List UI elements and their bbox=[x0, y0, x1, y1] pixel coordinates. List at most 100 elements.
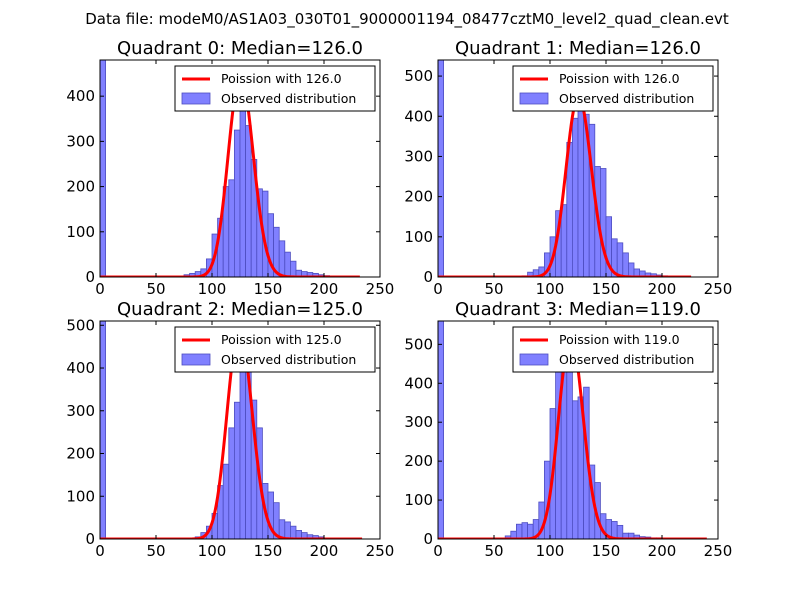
figure-suptitle: Data file: modeM0/AS1A03_030T01_90000011… bbox=[85, 10, 729, 29]
histogram-bar bbox=[284, 251, 291, 277]
histogram-bar bbox=[622, 252, 629, 277]
y-tick-label: 200 bbox=[66, 178, 95, 196]
legend-patch-swatch bbox=[181, 353, 211, 366]
histogram-bar bbox=[233, 401, 241, 539]
x-tick-label: 0 bbox=[433, 280, 443, 298]
y-tick-label: 200 bbox=[404, 452, 433, 470]
legend-label-observed: Observed distribution bbox=[559, 91, 694, 106]
axes-frame bbox=[99, 59, 381, 278]
histogram-bar bbox=[222, 463, 230, 539]
histogram-bar bbox=[100, 60, 106, 277]
legend-label-poisson: Poission with 125.0 bbox=[221, 332, 342, 347]
y-tick-label: 400 bbox=[66, 87, 95, 105]
y-tick-label: 0 bbox=[423, 268, 433, 286]
histogram-bar bbox=[560, 204, 568, 277]
y-tick-label: 200 bbox=[66, 445, 95, 463]
histogram-bar bbox=[600, 168, 607, 277]
y-tick-label: 500 bbox=[66, 316, 95, 334]
y-tick-label: 500 bbox=[404, 67, 433, 85]
x-tick-label: 200 bbox=[310, 280, 339, 298]
histogram-bar bbox=[289, 525, 297, 539]
x-tick-label: 250 bbox=[366, 280, 395, 298]
y-tick-label: 200 bbox=[404, 188, 433, 206]
histogram-bar bbox=[278, 240, 286, 277]
subplot-quadrant-2: 0 50 100 150 200 250 0 100 200 300 400 500 Quadrant … bbox=[66, 299, 394, 560]
subplot-quadrant-0: 0 50 100 150 200 250 0 100 200 300 400 Quadrant 0: … bbox=[66, 38, 394, 298]
x-tick-label: 100 bbox=[198, 280, 227, 298]
histogram-bar bbox=[233, 129, 241, 277]
subplot-title: Quadrant 0: Median=126.0 bbox=[117, 38, 363, 59]
histogram-bar bbox=[628, 262, 635, 277]
subplot-quadrant-3: 0 50 100 150 200 250 0 100 200 300 400 500 Quadrant … bbox=[404, 299, 732, 560]
y-tick-label: 300 bbox=[404, 413, 433, 431]
legend-label-observed: Observed distribution bbox=[221, 91, 356, 106]
histogram-bar bbox=[516, 523, 523, 539]
subplot-quadrant-1: 0 50 100 150 200 250 0 100 200 300 400 500 Quadrant … bbox=[404, 38, 732, 298]
x-tick-label: 200 bbox=[648, 280, 677, 298]
y-tick-label: 100 bbox=[66, 223, 95, 241]
histogram-bar bbox=[616, 242, 624, 277]
x-tick-label: 50 bbox=[484, 280, 503, 298]
subplot-title: Quadrant 3: Median=119.0 bbox=[455, 299, 701, 320]
subplot-title: Quadrant 1: Median=126.0 bbox=[455, 38, 701, 59]
y-tick-label: 300 bbox=[66, 402, 95, 420]
histogram-bar bbox=[611, 521, 618, 539]
x-tick-label: 150 bbox=[592, 542, 621, 560]
x-tick-label: 200 bbox=[648, 542, 677, 560]
histogram-bar bbox=[438, 321, 444, 539]
y-tick-label: 100 bbox=[404, 228, 433, 246]
axes-frame bbox=[437, 59, 719, 278]
histogram-bar bbox=[572, 400, 579, 539]
poisson-curve bbox=[438, 94, 692, 277]
histogram-bar bbox=[284, 521, 291, 539]
legend-patch-swatch bbox=[519, 92, 549, 105]
y-tick-label: 100 bbox=[66, 487, 95, 505]
x-tick-label: 100 bbox=[198, 542, 227, 560]
subplot-title: Quadrant 2: Median=125.0 bbox=[117, 299, 363, 320]
legend: Poission with 125.0 Observed distribution bbox=[174, 326, 376, 373]
x-tick-label: 0 bbox=[95, 280, 105, 298]
legend: Poission with 126.0 Observed distribution bbox=[174, 65, 376, 112]
histogram-bar bbox=[228, 179, 235, 277]
legend-patch-swatch bbox=[181, 92, 211, 105]
x-tick-label: 200 bbox=[310, 542, 339, 560]
x-tick-label: 100 bbox=[536, 280, 565, 298]
x-tick-label: 150 bbox=[254, 280, 283, 298]
plot-area bbox=[438, 60, 692, 277]
histogram-bar bbox=[438, 60, 444, 277]
histogram-bar bbox=[245, 125, 252, 277]
axes-frame bbox=[99, 320, 381, 540]
x-tick-label: 250 bbox=[366, 542, 395, 560]
x-tick-label: 50 bbox=[146, 280, 165, 298]
x-tick-label: 0 bbox=[433, 542, 443, 560]
y-tick-label: 400 bbox=[404, 107, 433, 125]
histogram-bar bbox=[521, 522, 528, 539]
y-tick-label: 400 bbox=[404, 374, 433, 392]
poisson-curve bbox=[100, 74, 361, 277]
histogram-bar bbox=[577, 95, 584, 277]
legend-label-observed: Observed distribution bbox=[221, 352, 356, 367]
histogram-bar bbox=[616, 524, 624, 539]
legend: Poission with 126.0 Observed distribution bbox=[512, 65, 714, 112]
legend-label-poisson: Poission with 126.0 bbox=[221, 71, 342, 86]
legend: Poission with 119.0 Observed distribution bbox=[512, 326, 714, 373]
y-tick-label: 500 bbox=[404, 335, 433, 353]
x-tick-label: 50 bbox=[146, 542, 165, 560]
y-tick-label: 0 bbox=[423, 530, 433, 548]
axes-frame bbox=[437, 320, 719, 540]
legend-label-poisson: Poission with 126.0 bbox=[559, 71, 680, 86]
x-tick-label: 250 bbox=[704, 280, 733, 298]
legend-label-poisson: Poission with 119.0 bbox=[559, 332, 680, 347]
y-tick-label: 0 bbox=[85, 268, 95, 286]
plot-area bbox=[100, 60, 361, 277]
x-tick-label: 150 bbox=[254, 542, 283, 560]
histogram-bar bbox=[100, 321, 106, 539]
y-tick-label: 400 bbox=[66, 359, 95, 377]
legend-patch-swatch bbox=[519, 353, 549, 366]
y-tick-label: 0 bbox=[85, 530, 95, 548]
histogram-bar bbox=[566, 347, 573, 539]
x-tick-label: 250 bbox=[704, 542, 733, 560]
y-tick-label: 300 bbox=[404, 147, 433, 165]
y-tick-label: 300 bbox=[66, 132, 95, 150]
